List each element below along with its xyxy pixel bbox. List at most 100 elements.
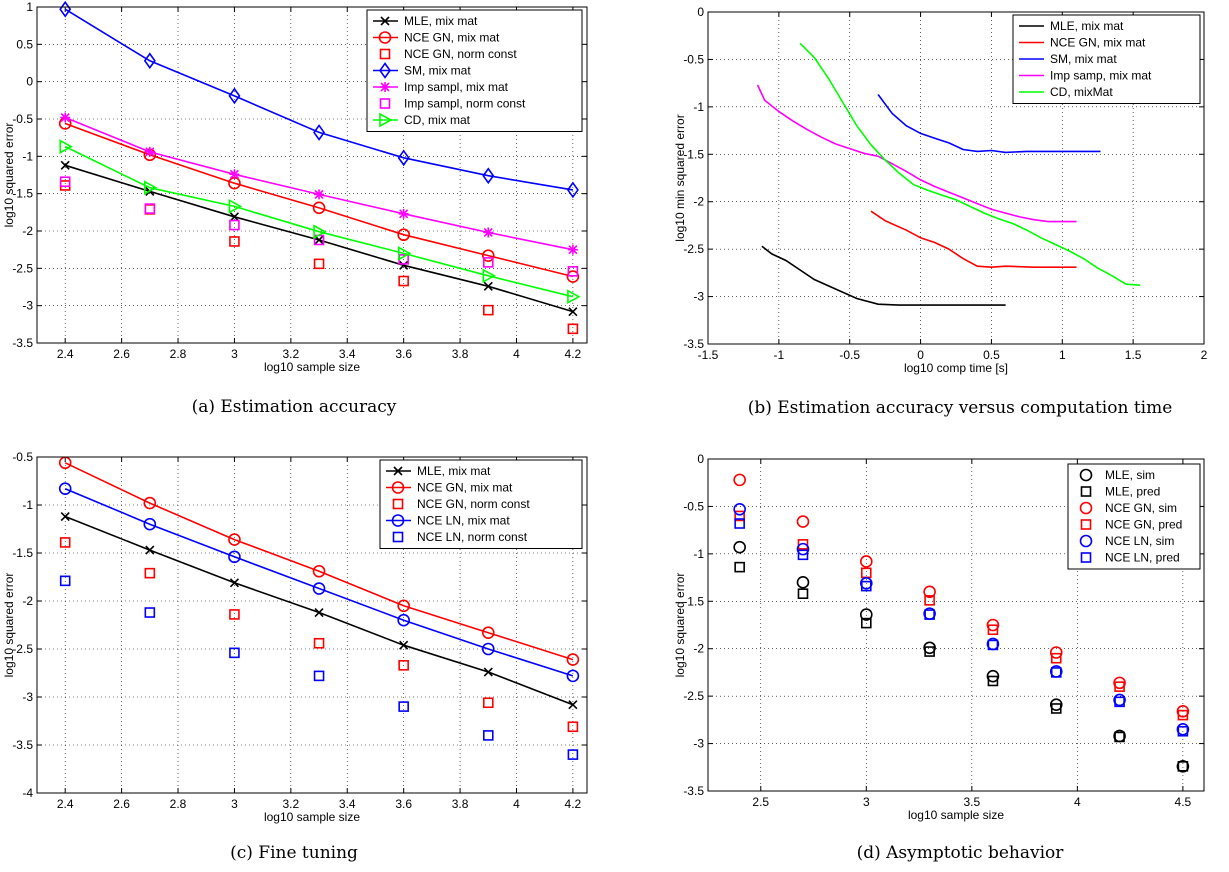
- data-point: [144, 180, 158, 196]
- data-point: [59, 139, 73, 154]
- data-point: [398, 208, 409, 219]
- legend: MLE, mix mat NCE GN, mix mat NCE GN, norm …: [379, 459, 583, 549]
- y-tick-label: -2: [693, 642, 704, 656]
- data-point: [397, 228, 410, 242]
- data-point: [60, 511, 70, 522]
- y-tick-label: -1.5: [683, 594, 704, 608]
- x-tick-label: 0.5: [983, 348, 1000, 362]
- y-tick-label: -1.5: [12, 546, 33, 560]
- legend-marker: [1079, 468, 1093, 482]
- legend-label: NCE GN, pred: [1105, 518, 1182, 532]
- x-tick-label: 4.2: [565, 347, 582, 361]
- legend-marker: [1079, 534, 1093, 548]
- data-point: [229, 219, 240, 231]
- y-tick-label: -4: [22, 786, 33, 800]
- x-tick-label: 4.5: [1175, 795, 1192, 809]
- series-6: [59, 139, 581, 305]
- y-tick-label: -2.5: [12, 261, 33, 275]
- data-point: [482, 257, 494, 268]
- data-point: [143, 517, 157, 531]
- data-point: [399, 260, 409, 270]
- data-point: [482, 304, 494, 316]
- series-3: [734, 510, 1189, 721]
- legend-label: CD, mix mat: [404, 113, 471, 127]
- legend-marker: [392, 531, 404, 543]
- x-tick-label: 3.2: [283, 347, 300, 361]
- data-point: [313, 224, 327, 240]
- legend-marker: [391, 514, 405, 527]
- data-point: [229, 236, 240, 247]
- data-point: [60, 112, 71, 123]
- x-tick-label: 2.5: [752, 795, 769, 809]
- y-tick-label: -0.5: [12, 450, 33, 464]
- series-0: [761, 245, 1006, 306]
- data-point: [797, 539, 809, 550]
- legend-box: [366, 9, 583, 132]
- y-tick-label: -3: [22, 299, 33, 313]
- data-point: [1177, 709, 1189, 721]
- data-point: [1176, 705, 1190, 718]
- data-point: [312, 564, 326, 578]
- legend-label: NCE LN, norm const: [417, 530, 528, 544]
- x-tick-label: 3.6: [395, 797, 412, 811]
- data-point: [1050, 667, 1062, 678]
- y-tick-label: 0: [26, 75, 33, 89]
- data-point: [734, 510, 745, 522]
- x-tick-label: 4: [513, 797, 520, 811]
- data-point: [567, 749, 579, 760]
- legend-marker: [379, 62, 391, 79]
- data-point: [924, 595, 935, 606]
- y-tick-label: -0.5: [683, 499, 704, 513]
- data-point: [228, 87, 241, 105]
- data-point: [143, 52, 156, 70]
- data-point: [923, 585, 936, 599]
- x-tick-label: 2.6: [113, 347, 130, 361]
- series-line: [761, 245, 1006, 306]
- legend-marker: [1080, 552, 1092, 563]
- y-tick-label: -0.5: [12, 112, 33, 126]
- x-tick-label: 3.8: [452, 797, 469, 811]
- legend-label: NCE GN, norm const: [417, 497, 530, 511]
- data-point: [228, 533, 241, 546]
- data-point: [228, 199, 243, 214]
- legend-marker: [1080, 486, 1092, 497]
- series-0: [60, 511, 578, 710]
- x-tick-label: -0.5: [839, 348, 860, 362]
- legend-label: NCE GN, mix mat: [1050, 36, 1146, 50]
- series-5: [59, 176, 579, 277]
- axes-frame: [707, 458, 1205, 792]
- legend-marker: [391, 481, 405, 494]
- axes-frame: [36, 456, 588, 794]
- y-tick-label: -3: [693, 290, 704, 304]
- legend-box: [379, 459, 583, 549]
- x-tick-label: 2.8: [170, 347, 187, 361]
- data-point: [859, 576, 873, 590]
- y-tick-label: -2: [22, 594, 33, 608]
- data-point: [567, 244, 578, 255]
- y-tick-label: -3.5: [12, 738, 33, 752]
- legend-label: MLE, sim: [1105, 468, 1155, 482]
- legend-label: NCE LN, pred: [1105, 551, 1180, 565]
- data-point: [568, 700, 578, 710]
- legend-label: MLE, mix mat: [404, 14, 478, 28]
- x-tick-label: 4: [1074, 795, 1081, 809]
- x-axis-label: log10 sample size: [264, 360, 360, 374]
- data-point: [859, 608, 873, 621]
- data-point: [860, 580, 872, 592]
- legend-label: NCE GN, mix mat: [417, 481, 513, 495]
- legend-label: NCE LN, mix mat: [417, 514, 510, 528]
- y-axis-label: log10 squared error: [2, 573, 16, 678]
- legend-label: MLE, mix mat: [1050, 19, 1124, 33]
- data-point: [1114, 681, 1125, 692]
- x-tick-label: 2.6: [113, 797, 130, 811]
- data-point: [567, 323, 579, 335]
- x-tick-label: 0: [917, 348, 924, 362]
- axes-frame: [707, 11, 1205, 345]
- data-point: [399, 640, 409, 650]
- data-point: [1114, 696, 1125, 708]
- data-point: [860, 617, 872, 629]
- x-tick-label: 2.8: [170, 797, 187, 811]
- data-point: [483, 667, 493, 677]
- data-point: [144, 607, 156, 618]
